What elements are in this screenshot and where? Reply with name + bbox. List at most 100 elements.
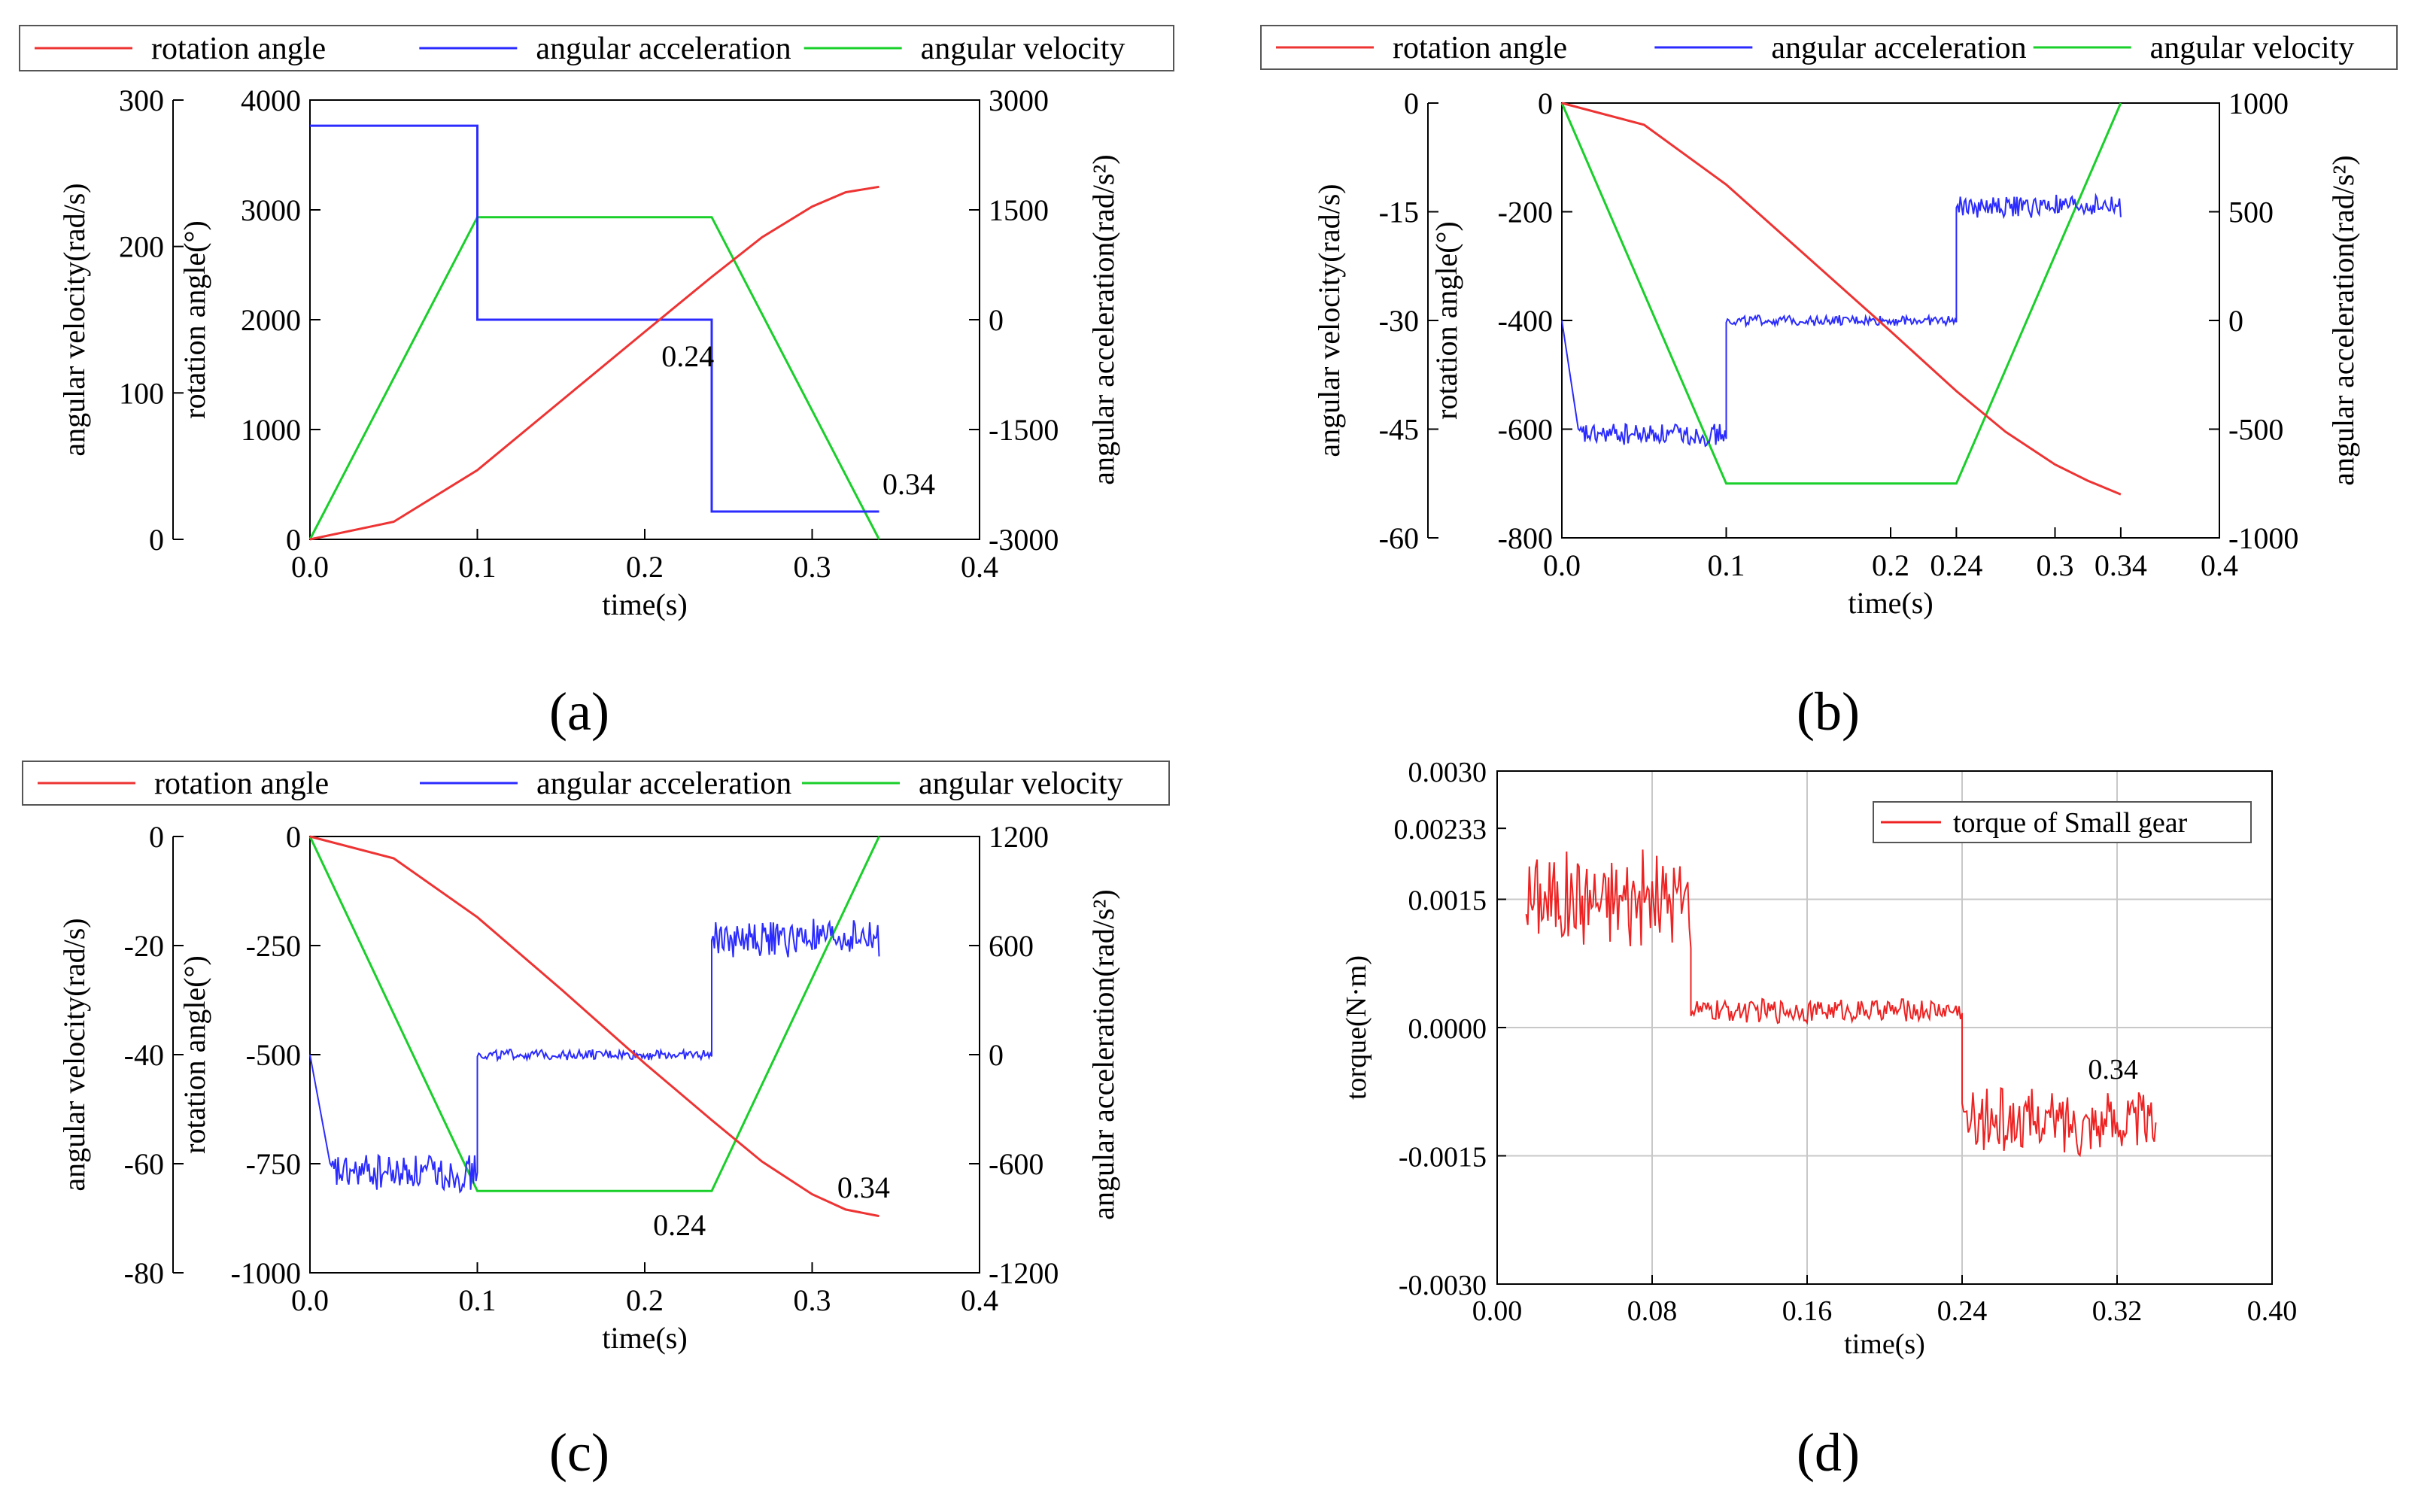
legend-label: angular acceleration	[536, 32, 791, 66]
y-axis-label: torque(N·m)	[1341, 955, 1372, 1100]
chart-panel-a: rotation angle angular acceleration angula…	[19, 25, 1174, 621]
y-right-tick-label: 0	[2228, 304, 2243, 338]
legend-box	[1260, 25, 2398, 70]
y-right-tick-label: 0	[989, 1038, 1004, 1072]
y-outer-tick-label: 0	[149, 820, 164, 854]
x-tick-label: 0.24	[1930, 548, 1982, 582]
y-right-tick-label: -600	[989, 1147, 1043, 1181]
panel-label-b: (b)	[1797, 682, 1860, 742]
x-axis-label: time(s)	[602, 1321, 687, 1355]
x-tick-label: 0.24	[1937, 1295, 1988, 1327]
panel-label-c: (c)	[549, 1422, 609, 1483]
plot-frame	[1561, 102, 2220, 539]
y-tick-label: 0.0015	[1408, 885, 1487, 917]
y-right-tick-label: 1200	[989, 820, 1049, 854]
x-tick-label: 0.3	[2037, 548, 2074, 582]
y-inner-tick-label: 2000	[241, 303, 301, 337]
y-inner-axis-label: rotation angle(°)	[178, 220, 211, 419]
legend-label: angular velocity	[921, 32, 1125, 66]
legend-label: rotation angle	[151, 32, 326, 66]
y-right-tick-label: -1200	[989, 1256, 1059, 1290]
y-right-tick-label: -1500	[989, 413, 1059, 447]
x-tick-label: 0.08	[1627, 1295, 1678, 1327]
legend-label: angular velocity	[919, 767, 1123, 801]
y-right-tick-label: -500	[2228, 413, 2283, 447]
y-right-axis-label: angular acceleration(rad/s²)	[2326, 155, 2360, 486]
x-tick-label: 0.0	[1543, 548, 1581, 582]
y-outer-tick-label: 0	[149, 523, 164, 557]
y-right-axis-label: angular acceleration(rad/s²)	[1086, 889, 1120, 1220]
y-outer-tick-label: 100	[119, 376, 164, 410]
x-tick-label: 0.3	[794, 550, 831, 584]
x-tick-label: 0.1	[459, 550, 497, 584]
y-inner-tick-label: -200	[1498, 196, 1553, 229]
y-outer-axis-label: angular velocity(rad/s)	[1312, 184, 1346, 457]
y-right-tick-label: 500	[2228, 196, 2274, 229]
x-axis-label: time(s)	[1848, 586, 1933, 620]
y-inner-tick-label: 0	[286, 820, 301, 854]
annotation-024: 0.24	[653, 1208, 706, 1242]
y-inner-tick-label: -1000	[231, 1256, 301, 1290]
annotation-034: 0.34	[837, 1170, 890, 1204]
series-angular-velocity	[1560, 102, 2122, 485]
y-outer-tick-label: -15	[1379, 196, 1419, 229]
y-outer-tick-label: -45	[1379, 413, 1419, 447]
y-inner-tick-label: 3000	[241, 193, 301, 227]
x-tick-label: 0.40	[2247, 1295, 2298, 1327]
legend-label: angular acceleration	[1771, 31, 2026, 65]
y-inner-tick-label: -250	[246, 929, 301, 963]
y-outer-tick-label: -20	[124, 929, 164, 963]
x-tick-label: 0.1	[1708, 548, 1745, 582]
y-inner-tick-label: -800	[1498, 521, 1553, 555]
series-rotation-angle	[309, 835, 879, 1218]
x-tick-label: 0.3	[794, 1283, 831, 1317]
y-outer-tick-label: 0	[1404, 87, 1419, 120]
y-inner-tick-label: 0	[286, 523, 301, 557]
chart-panel-d: 0.00 0.08 0.16 0.24 0.32 0.40 time(s) -0.0030 -0…	[1341, 757, 2297, 1360]
y-tick-label: 0.00233	[1394, 814, 1487, 846]
x-tick-label: 0.16	[1782, 1295, 1833, 1327]
y-outer-tick-label: 200	[119, 230, 164, 264]
x-tick-label: 0.0	[291, 550, 329, 584]
x-tick-label: 0.0	[291, 1283, 329, 1317]
panel-label-d: (d)	[1797, 1422, 1860, 1483]
y-right-tick-label: 1500	[989, 193, 1049, 227]
y-outer-axis-label: angular velocity(rad/s)	[57, 183, 91, 456]
y-inner-tick-label: 4000	[241, 83, 301, 117]
y-inner-tick-label: -750	[246, 1147, 301, 1181]
y-tick-label: -0.0015	[1399, 1142, 1487, 1173]
x-tick-label: 0.4	[961, 1283, 998, 1317]
y-right-tick-label: -3000	[989, 523, 1059, 557]
series-angular-acceleration	[310, 124, 879, 513]
y-outer-tick-label: -60	[124, 1147, 164, 1181]
x-tick-label: 0.2	[626, 550, 664, 584]
annotation-024: 0.24	[661, 339, 714, 373]
legend-label: rotation angle	[1393, 31, 1567, 65]
y-inner-tick-label: 0	[1538, 87, 1553, 120]
y-outer-axis-label: angular velocity(rad/s)	[57, 918, 91, 1191]
y-right-tick-label: -1000	[2228, 521, 2298, 555]
x-tick-label: 0.4	[961, 550, 998, 584]
legend-box	[22, 761, 1170, 806]
y-outer-tick-label: -30	[1379, 304, 1419, 338]
x-tick-label: 0.2	[626, 1283, 664, 1317]
y-outer-tick-label: 300	[119, 83, 164, 117]
y-inner-tick-label: 1000	[241, 413, 301, 447]
y-outer-tick-label: -60	[1379, 521, 1419, 555]
y-right-axis-label: angular acceleration(rad/s²)	[1086, 154, 1120, 485]
y-right-tick-label: 0	[989, 303, 1004, 337]
legend-label: angular velocity	[2150, 31, 2355, 65]
y-inner-tick-label: -600	[1498, 413, 1553, 447]
x-tick-label: 0.32	[2092, 1295, 2143, 1327]
y-outer-tick-label: -80	[124, 1256, 164, 1290]
y-tick-label: 0.0000	[1408, 1013, 1487, 1045]
series-rotation-angle	[1561, 102, 2122, 496]
annotation-034: 0.34	[882, 467, 935, 501]
plot-frame	[309, 836, 980, 1274]
y-inner-tick-label: -500	[246, 1038, 301, 1072]
x-tick-label: 0.00	[1472, 1295, 1523, 1327]
legend-box	[19, 25, 1174, 71]
x-tick-label: 0.1	[459, 1283, 497, 1317]
x-axis-label: time(s)	[602, 587, 687, 621]
